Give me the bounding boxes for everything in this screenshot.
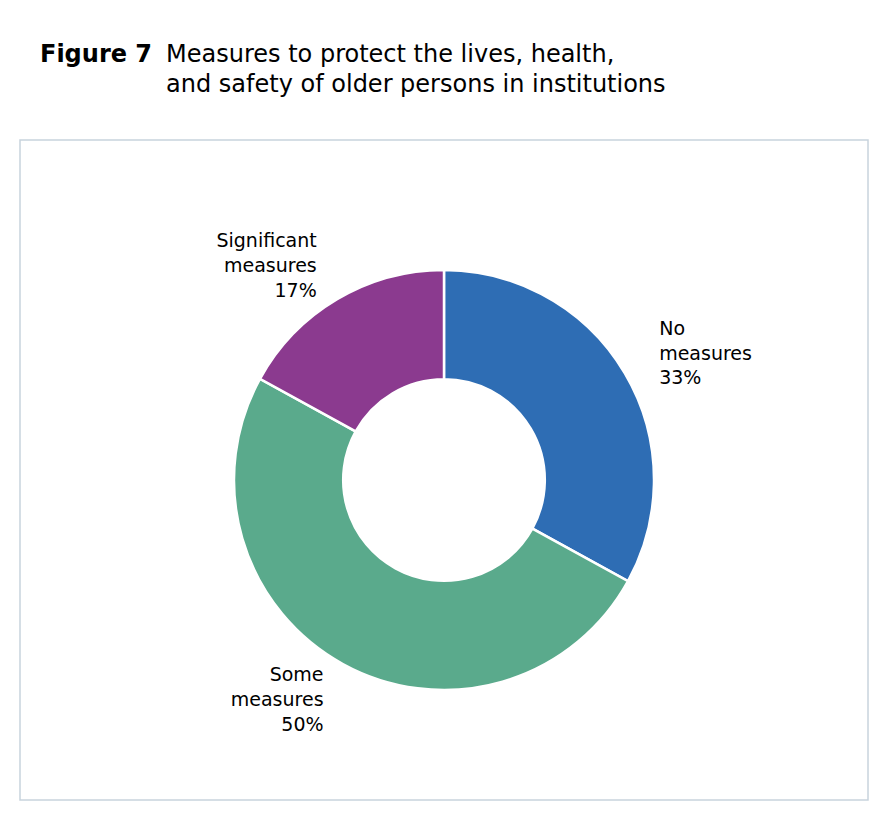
category-label: Some measures	[231, 663, 324, 710]
frame	[20, 140, 868, 800]
value-label: 50%	[281, 713, 323, 735]
slice	[234, 379, 628, 690]
category-line: measures	[224, 254, 317, 276]
category-line: No	[659, 317, 685, 339]
title: Figure 7	[40, 40, 152, 68]
subtitle-line: and safety of older persons in instituti…	[166, 70, 666, 98]
labels: Nomeasures33%Somemeasures50%Significantm…	[216, 229, 751, 735]
value-label: 33%	[659, 366, 701, 388]
slice-label: Some measures 50%	[231, 663, 324, 734]
background	[0, 0, 888, 818]
category-line: Significant	[216, 229, 316, 251]
chart: Figure 7 Measures to protect the lives, h…	[0, 0, 888, 818]
category-label: Significant measures	[216, 229, 316, 276]
category-line: measures	[231, 688, 324, 710]
category-line: Some	[270, 663, 324, 685]
category-line: measures	[659, 342, 752, 364]
slice	[444, 270, 654, 581]
slice	[260, 270, 444, 431]
slice-label: Significant measures 17%	[216, 229, 316, 300]
slice-label: No measures33%	[659, 317, 752, 388]
category-label: No measures	[659, 317, 752, 364]
subtitle: Measures to protect the lives, health,an…	[166, 40, 666, 98]
slices	[234, 270, 654, 690]
subtitle-line: Measures to protect the lives, health,	[166, 40, 614, 68]
value-label: 17%	[275, 279, 317, 301]
